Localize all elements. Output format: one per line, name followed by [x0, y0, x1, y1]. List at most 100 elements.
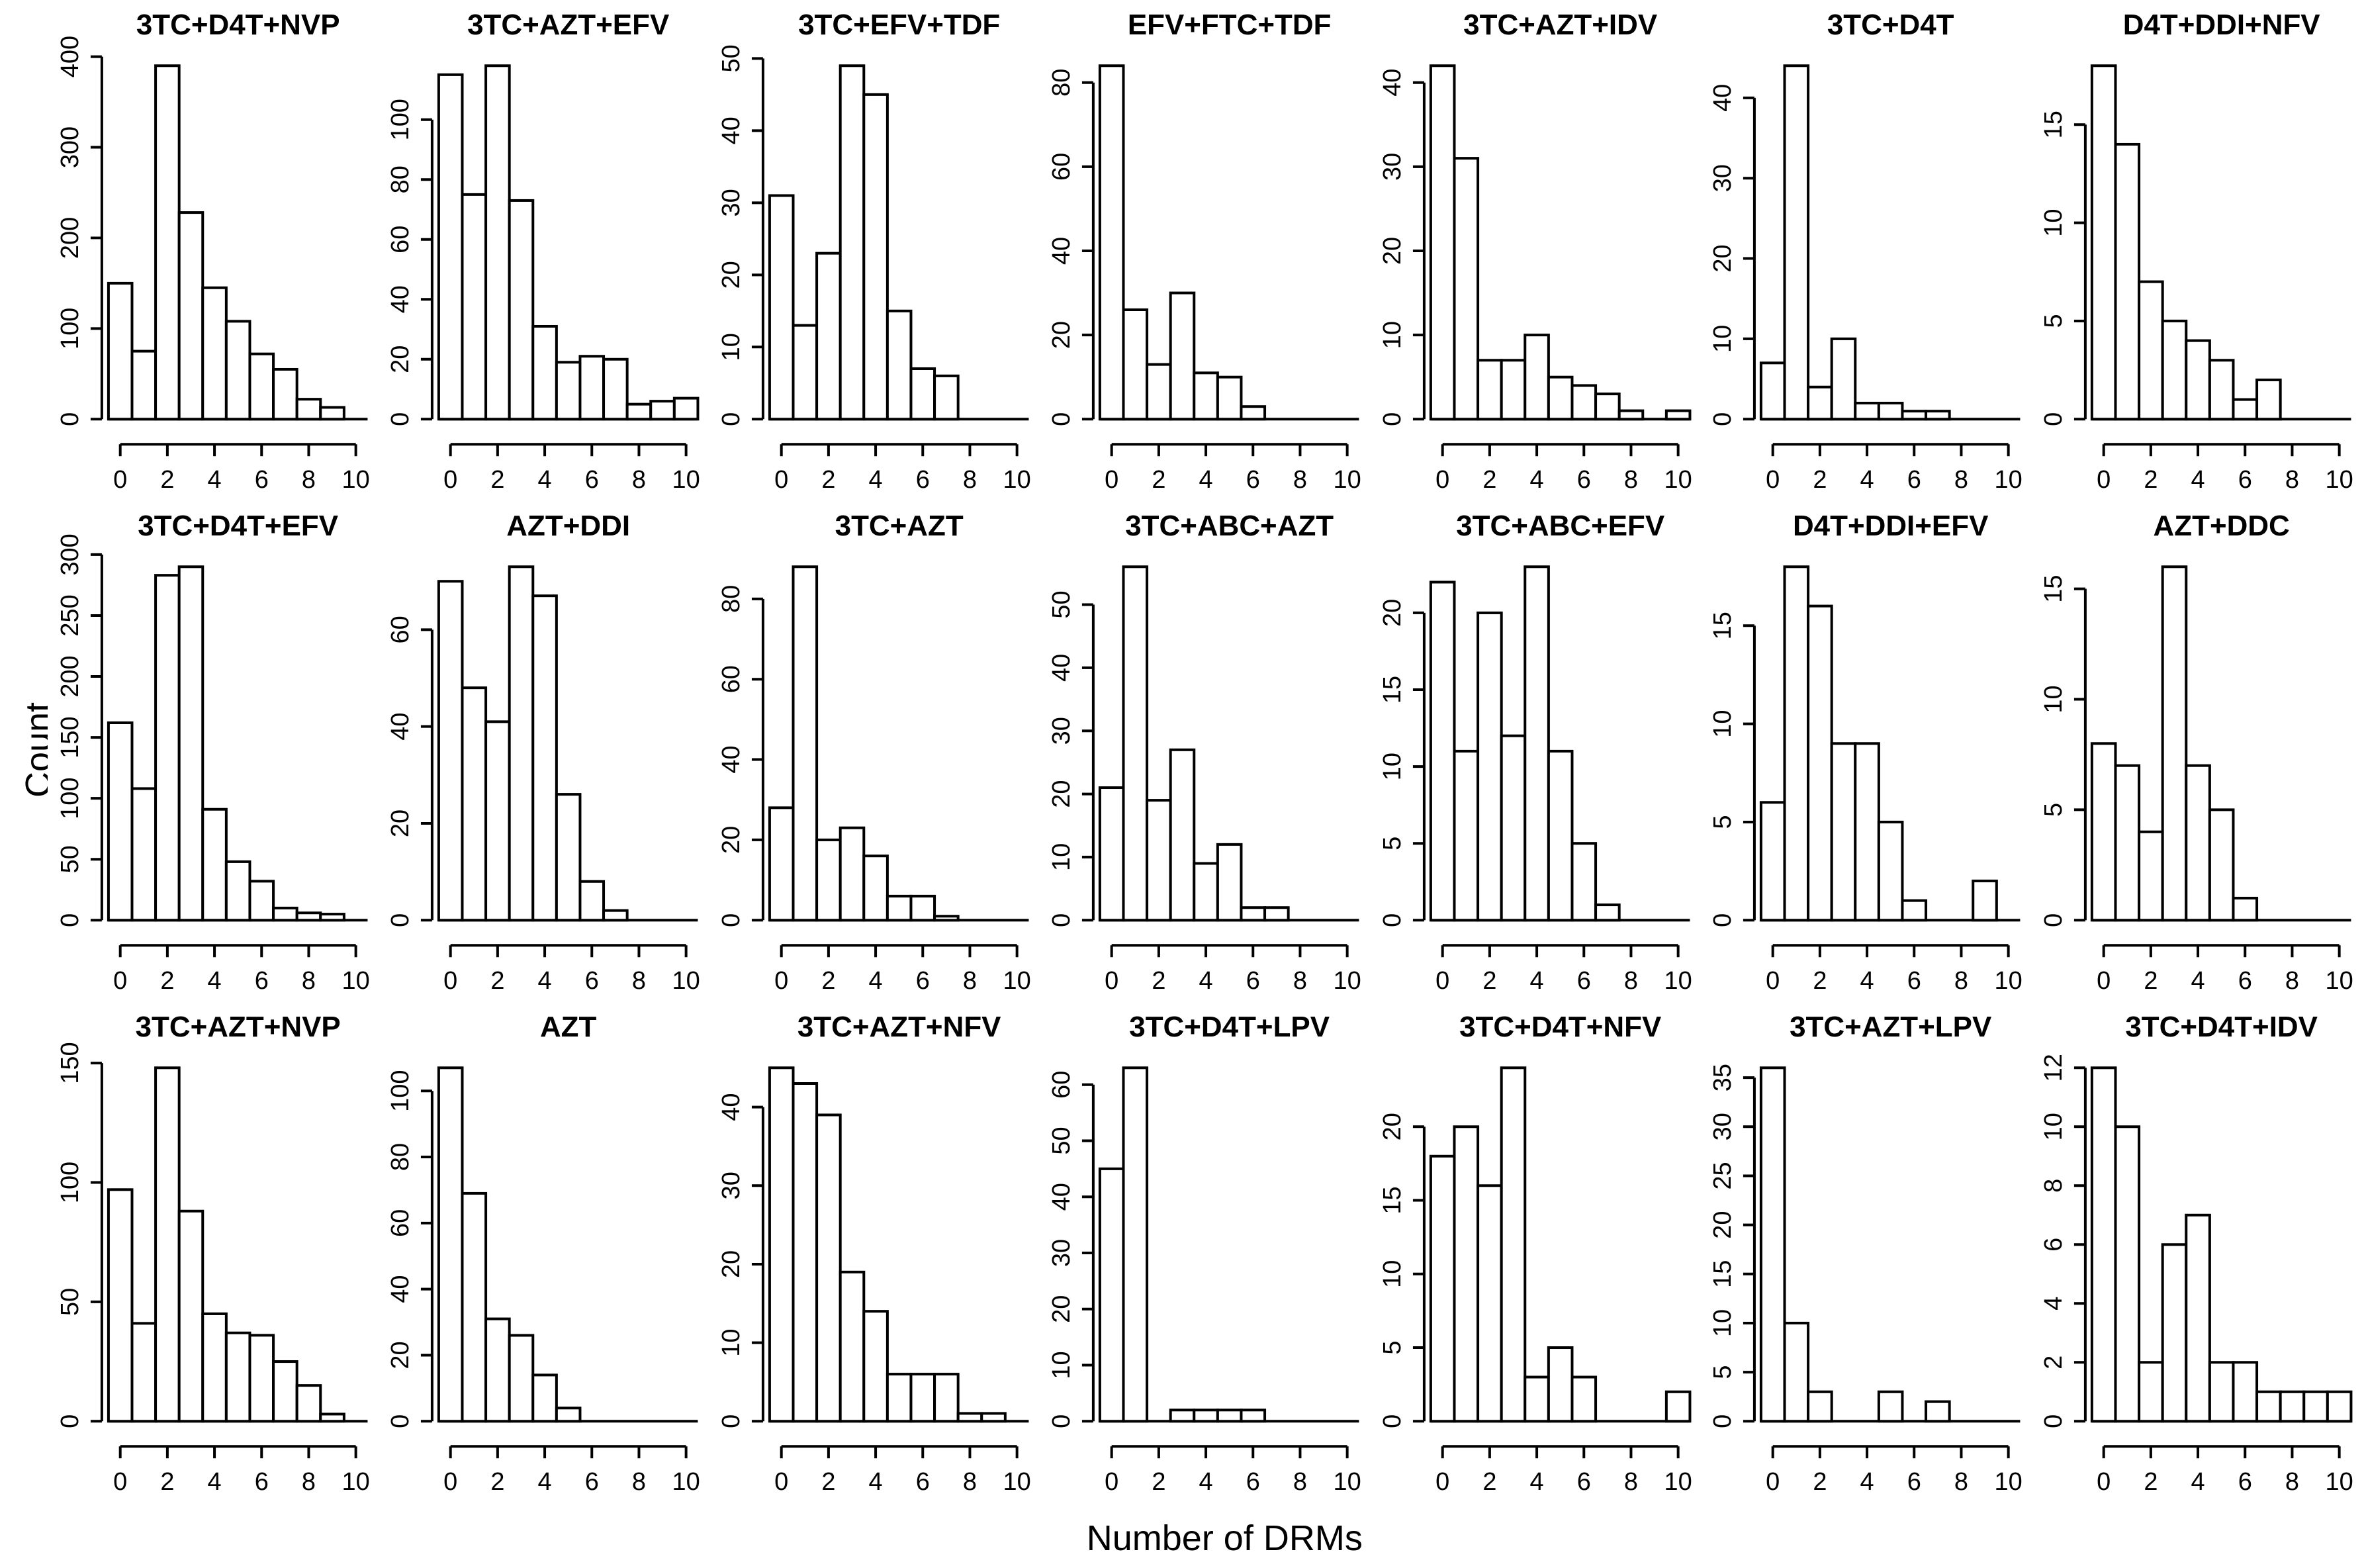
y-tick-label: 40: [1048, 237, 1075, 265]
histogram-bar: [130, 349, 158, 421]
x-tick-label: 8: [963, 466, 977, 494]
histogram-bar: [1783, 565, 1810, 922]
x-tick-label: 6: [916, 466, 930, 494]
x-tick-label: 4: [208, 466, 222, 494]
histogram-bar: [1193, 862, 1220, 922]
x-tick-label: 8: [1954, 967, 1968, 995]
histogram-bar: [2090, 742, 2117, 922]
x-tick-label: 6: [1576, 466, 1590, 494]
y-tick-label: 6: [2040, 1238, 2068, 1252]
x-tick-label: 0: [113, 967, 127, 995]
histogram-bar: [319, 406, 345, 421]
x-tick-label: 6: [1907, 466, 1921, 494]
y-tick-label: 10: [1379, 753, 1406, 780]
histogram-bar: [2184, 1214, 2211, 1423]
x-tick-label: 4: [1529, 466, 1543, 494]
histogram-bar: [248, 880, 275, 922]
histogram-bar: [224, 1332, 251, 1423]
histogram-bar: [2090, 64, 2117, 421]
histogram-bar: [437, 1066, 464, 1423]
y-tick-label: 20: [1048, 321, 1075, 349]
y-tick-label: 0: [1709, 913, 1737, 927]
y-tick-label: 150: [56, 717, 84, 759]
histogram-bar: [130, 1322, 158, 1423]
histogram-panel-3tc-azt-nvp: 3TC+AZT+NVP 0 50 100 150 0 2 4 6 8 10: [48, 1006, 379, 1508]
histogram-bar: [1830, 337, 1857, 421]
y-tick-label: 15: [1709, 1260, 1737, 1288]
x-tick-label: 6: [1246, 466, 1260, 494]
x-tick-label: 4: [538, 1468, 552, 1496]
y-tick-label: 20: [717, 1250, 745, 1278]
x-tick-label: 4: [1199, 466, 1213, 494]
histogram-bar: [1476, 359, 1503, 421]
histogram-panel-3tc-efv-tdf: 3TC+EFV+TDF 0 10 20 30 40 50 0 2 4 6 8 10: [708, 4, 1040, 506]
histogram-bar: [2279, 1391, 2305, 1423]
histogram-panel-azt-ddi: AZT+DDI 0 20 40 60 0 2 4 6 8 10: [378, 505, 709, 1007]
y-tick-label: 30: [1709, 164, 1737, 192]
histogram-bar: [626, 402, 653, 421]
histogram-bar: [1523, 334, 1550, 421]
y-tick-label: 60: [386, 616, 414, 643]
y-tick-label: 80: [1048, 69, 1075, 97]
y-tick-label: 35: [1709, 1064, 1737, 1091]
histogram-bar: [980, 1412, 1007, 1423]
histogram-bar: [768, 806, 795, 922]
y-tick-label: 100: [56, 778, 84, 819]
histogram-bar: [2208, 1361, 2235, 1423]
x-tick-label: 10: [2325, 967, 2353, 995]
panel-background: [1039, 4, 1370, 506]
panel-background: [708, 505, 1040, 1007]
y-tick-label: 100: [56, 1162, 84, 1203]
histogram-panel-efv-ftc-tdf: EFV+FTC+TDF 0 20 40 60 80 0 2 4 6 8 10: [1039, 4, 1370, 506]
x-tick-label: 6: [255, 1468, 269, 1496]
panel-title: 3TC+AZT+EFV: [467, 9, 669, 41]
histogram-bar: [1500, 1066, 1526, 1423]
histogram-bar: [2137, 830, 2164, 922]
histogram-bar: [1901, 410, 1928, 421]
y-tick-label: 20: [1379, 599, 1406, 627]
histogram-bar: [815, 252, 842, 421]
histogram-svg: 3TC+D4T+EFV 0 50 100 150 200 250 300 0 2 4 6 8 10: [48, 505, 379, 1007]
histogram-bar: [1807, 604, 1833, 922]
histogram-bar: [461, 686, 488, 922]
panel-background: [1369, 4, 1701, 506]
x-tick-label: 10: [1334, 967, 1361, 995]
y-tick-label: 60: [386, 1209, 414, 1237]
x-tick-label: 4: [208, 967, 222, 995]
x-tick-label: 4: [2191, 967, 2205, 995]
y-tick-label: 0: [2040, 1414, 2068, 1428]
panel-background: [378, 1006, 709, 1508]
x-tick-label: 10: [672, 466, 700, 494]
panel-title: 3TC+D4T+NVP: [136, 9, 340, 41]
y-tick-label: 0: [1048, 913, 1075, 927]
histogram-bar: [932, 1373, 960, 1423]
x-tick-label: 10: [1664, 466, 1692, 494]
histogram-bar: [602, 357, 629, 421]
y-tick-label: 300: [56, 533, 84, 575]
y-tick-label: 40: [386, 1275, 414, 1303]
histogram-bar: [107, 281, 134, 421]
histogram-bar: [531, 1373, 559, 1423]
x-tick-label: 4: [868, 1468, 882, 1496]
x-tick-label: 4: [1199, 967, 1213, 995]
histogram-bar: [602, 909, 629, 922]
histogram-bar: [862, 854, 889, 922]
y-tick-label: 50: [1048, 1127, 1075, 1155]
x-tick-label: 0: [1105, 466, 1118, 494]
panel-title: 3TC+D4T+IDV: [2125, 1011, 2318, 1043]
x-tick-label: 4: [2191, 466, 2205, 494]
x-tick-label: 2: [1813, 466, 1827, 494]
y-tick-label: 0: [386, 913, 414, 927]
histogram-bar: [1523, 565, 1550, 922]
x-tick-label: 2: [160, 1468, 174, 1496]
histogram-bar: [154, 64, 181, 421]
histogram-bar: [154, 1066, 181, 1423]
y-tick-label: 100: [56, 308, 84, 349]
histogram-bar: [1547, 375, 1574, 421]
y-tick-label: 4: [2040, 1297, 2068, 1311]
histogram-bar: [107, 1188, 134, 1423]
y-tick-label: 20: [1709, 244, 1737, 272]
histogram-bar: [2161, 1243, 2187, 1423]
panel-background: [48, 505, 379, 1007]
panel-title: 3TC+ABC+AZT: [1125, 510, 1334, 542]
